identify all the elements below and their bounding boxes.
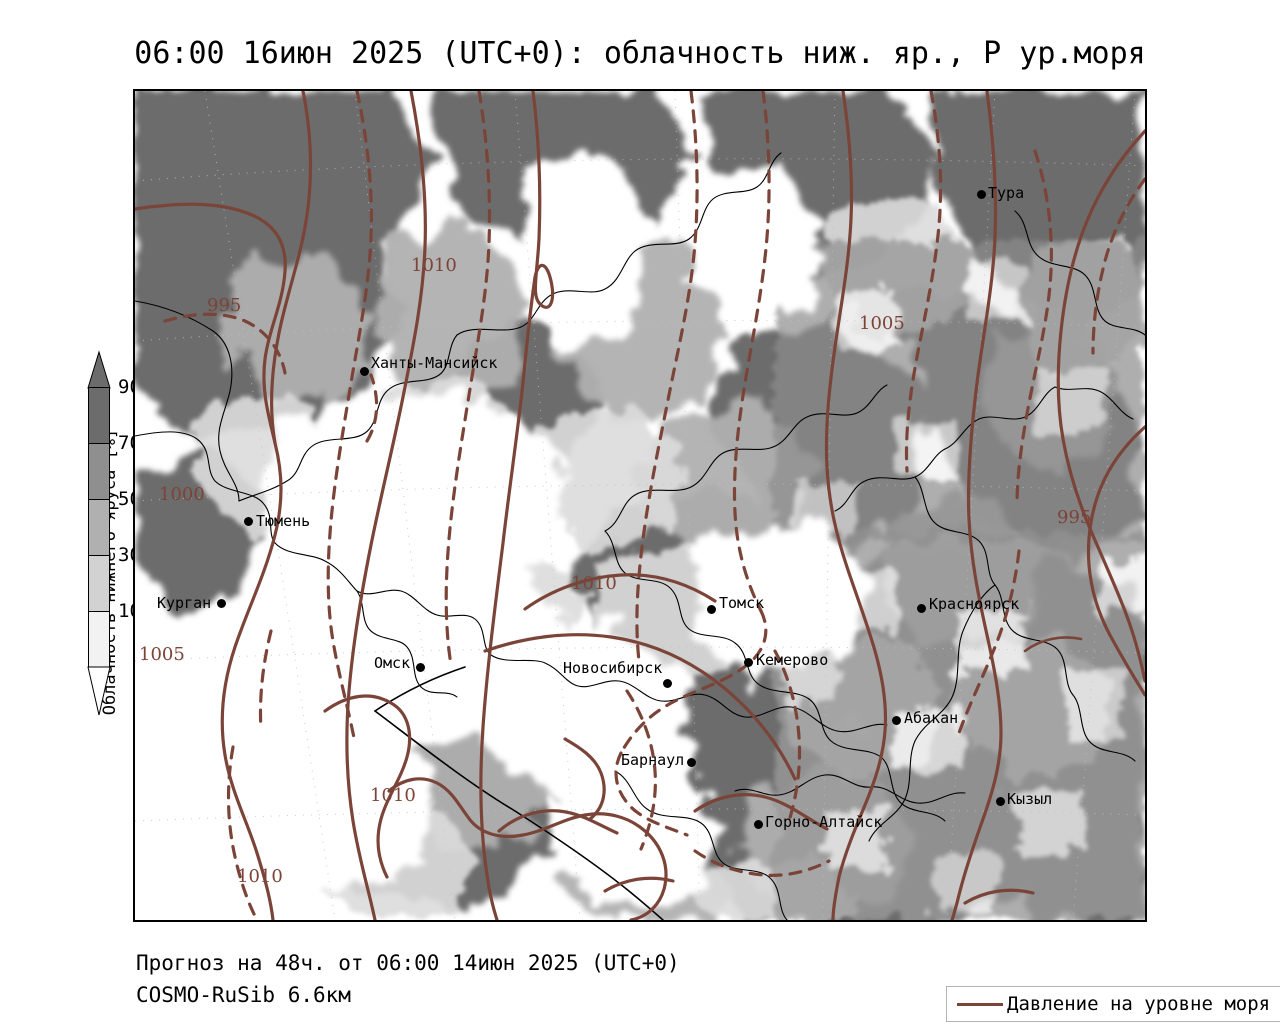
model-info-line: COSMO-RuSib 6.6км [136,983,351,1007]
city-label-tura: Тура [988,184,1025,202]
colorbar-tick-70 [88,443,110,444]
colorbar-top-arrow [88,352,110,388]
city-dot-kurgan [217,599,226,608]
isobar-label-1010-s2: 1010 [237,866,283,887]
city-label-gorno-altaysk: Горно-Алтайск [765,813,883,831]
city-dot-tomsk [707,605,716,614]
city-dot-omsk [416,663,425,672]
city-dot-novosibirsk [663,679,672,688]
city-dot-tura [977,190,986,199]
isobar-label-1000-w: 1000 [159,484,205,505]
isobar-label-1005-ne: 1005 [859,313,905,334]
city-label-barnaul: Барнаул [621,751,685,769]
isobar-label-1010-s1: 1010 [370,785,416,806]
city-dot-tyumen [244,517,253,526]
city-label-kyzyl: Кызыл [1007,790,1053,808]
forecast-info-line: Прогноз на 48ч. от 06:00 14июн 2025 (UTC… [136,951,680,975]
isobar-label-1005-sw: 1005 [139,644,185,665]
city-label-omsk: Омск [374,654,411,672]
colorbar-tick-50 [88,499,110,500]
city-label-tomsk: Томск [719,594,765,612]
city-dot-gorno-altaysk [754,820,763,829]
pressure-legend-label: Давление на уровне моря [1007,993,1271,1015]
colorbar-band-10-30 [88,611,110,667]
page-title: 06:00 16июн 2025 (UTC+0): облачность ниж… [134,36,1146,71]
isobar-label-995-nw: 995 [207,295,242,316]
colorbar-tick-30 [88,555,110,556]
city-dot-abakan [892,716,901,725]
city-label-novosibirsk: Новосибирск [563,659,663,677]
colorbar-band-90-100 [88,387,110,443]
colorbar-top-arrow-outline [87,350,111,389]
city-label-tyumen: Тюмень [256,512,311,530]
city-dot-barnaul [687,758,696,767]
colorbar-tick-90 [88,387,110,388]
isobar-label-1010-n: 1010 [411,255,457,276]
weather-map[interactable]: Тура Ханты-Мансийск Тюмень Курган Омск Т… [133,89,1147,922]
colorbar-tick-10 [88,611,110,612]
colorbar-band-70-90 [88,443,110,499]
city-label-kurgan: Курган [157,594,212,612]
city-label-krasnoyarsk: Красноярск [929,595,1020,613]
city-dot-kyzyl [996,797,1005,806]
colorbar-bottom-arrow [87,666,111,716]
isobar-label-1010-c: 1010 [571,573,617,594]
pressure-legend: Давление на уровне моря [946,986,1280,1022]
map-canvas [135,91,1145,920]
city-dot-khanty-mansiysk [360,367,369,376]
city-dot-kemerovo [744,658,753,667]
city-label-kemerovo: Кемерово [756,651,829,669]
city-label-abakan: Абакан [904,709,959,727]
colorbar-bands [88,387,110,667]
city-label-khanty-mansiysk: Ханты-Мансийск [371,354,498,372]
pressure-line-swatch [957,1002,1003,1006]
isobar-label-995-e: 995 [1057,507,1092,528]
colorbar-band-30-50 [88,555,110,611]
colorbar-band-50-70 [88,499,110,555]
city-dot-krasnoyarsk [917,604,926,613]
